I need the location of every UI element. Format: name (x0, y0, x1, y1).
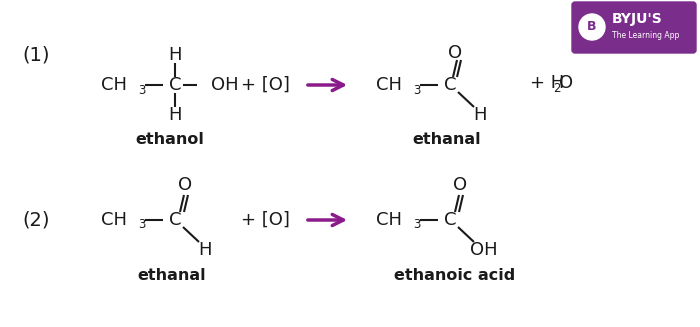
Text: ethanol: ethanol (136, 132, 204, 147)
Text: ethanoic acid: ethanoic acid (394, 267, 516, 283)
Text: 3: 3 (139, 83, 146, 96)
Text: O: O (559, 74, 573, 92)
Text: C: C (444, 211, 456, 229)
Text: CH: CH (376, 76, 402, 94)
Text: 3: 3 (413, 218, 421, 232)
Text: H: H (473, 106, 486, 124)
Text: C: C (169, 211, 181, 229)
Text: 3: 3 (139, 218, 146, 232)
Text: The Learning App: The Learning App (612, 30, 680, 40)
Text: ethanal: ethanal (138, 267, 206, 283)
Text: C: C (169, 76, 181, 94)
Text: H: H (168, 46, 182, 64)
Text: C: C (444, 76, 456, 94)
Text: + [O]: + [O] (241, 76, 289, 94)
Text: (2): (2) (22, 211, 50, 230)
Text: O: O (453, 176, 467, 194)
Circle shape (579, 14, 605, 40)
FancyBboxPatch shape (572, 2, 696, 53)
Text: OH: OH (211, 76, 239, 94)
Text: OH: OH (470, 241, 498, 259)
Text: 3: 3 (413, 83, 421, 96)
Text: O: O (448, 44, 462, 62)
Text: + [O]: + [O] (241, 211, 289, 229)
Text: ethanal: ethanal (413, 132, 482, 147)
Text: H: H (168, 106, 182, 124)
Text: + H: + H (530, 74, 564, 92)
Text: (1): (1) (22, 45, 50, 64)
Text: CH: CH (376, 211, 402, 229)
Text: B: B (587, 21, 596, 33)
Text: H: H (198, 241, 211, 259)
Text: CH: CH (101, 76, 127, 94)
Text: CH: CH (101, 211, 127, 229)
Text: O: O (178, 176, 192, 194)
Text: 2: 2 (553, 81, 561, 95)
Text: BYJU'S: BYJU'S (612, 12, 663, 26)
